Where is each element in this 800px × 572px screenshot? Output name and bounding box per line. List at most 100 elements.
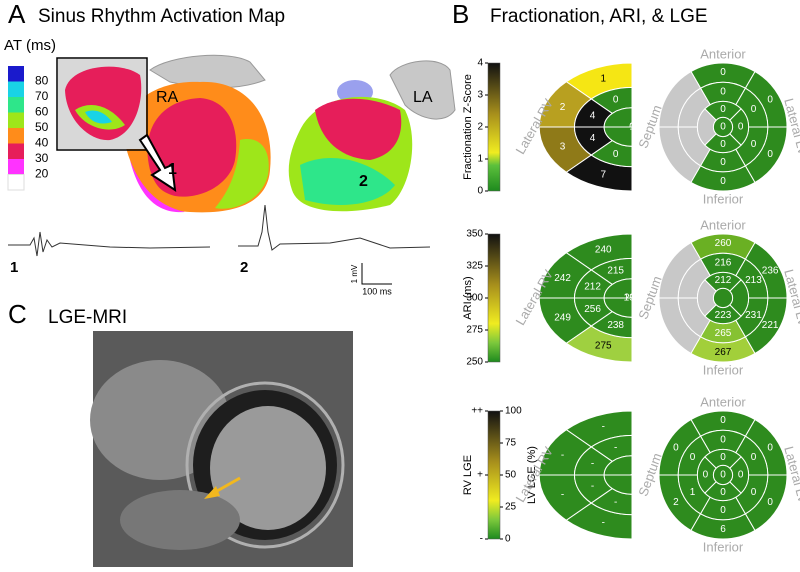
- segment-label: 212: [584, 281, 601, 292]
- legend-label: 40: [35, 136, 49, 150]
- ecg-scale: [361, 263, 392, 285]
- segment-label: 260: [715, 238, 732, 249]
- segment: [712, 116, 734, 138]
- legend-label: 70: [35, 89, 49, 103]
- heart-la: [288, 60, 456, 212]
- segment-label: 0: [720, 104, 726, 115]
- inset-heart: [58, 59, 146, 149]
- segment-label: 267: [715, 347, 732, 358]
- heart-label: LA: [413, 89, 433, 106]
- mri-arrow-head: [204, 486, 220, 499]
- segment-label: 1: [600, 74, 606, 85]
- segment-label: 215: [607, 265, 624, 276]
- ecg-scale-label: 1 mV: [350, 264, 359, 283]
- segment-label: -: [591, 481, 594, 492]
- segment-label: -: [561, 450, 564, 461]
- segment-label: 0: [720, 176, 726, 187]
- legend-swatch: [8, 159, 24, 175]
- legend-swatch: [7, 174, 25, 191]
- legend-title: AT (ms): [4, 37, 56, 54]
- segment-label: 0: [767, 94, 773, 105]
- legend-swatch: [8, 128, 24, 144]
- segment-label: 0: [720, 434, 726, 445]
- tick-label: +: [477, 470, 483, 481]
- heart-label: 1: [168, 161, 177, 178]
- tick-label: 75: [505, 438, 517, 449]
- legend-swatch: [8, 97, 24, 113]
- ecg-trace: [238, 204, 431, 251]
- segment-label: 0: [751, 487, 757, 498]
- mri-image: [90, 331, 353, 567]
- segment-label: 0: [720, 139, 726, 150]
- segment-label: 0: [767, 497, 773, 508]
- segment-label: 0: [751, 452, 757, 463]
- ecg-label: 1: [10, 259, 18, 276]
- segment-label: 0: [738, 122, 744, 133]
- segment-label: 0: [720, 487, 726, 498]
- segment: [712, 287, 734, 309]
- segment-label: 6: [720, 524, 726, 535]
- panel-letter: B: [452, 0, 469, 29]
- segment-label: -: [591, 458, 594, 469]
- segment-label: -: [630, 470, 633, 481]
- segment-label: 0: [720, 67, 726, 78]
- segment: [603, 474, 633, 495]
- tick-label: 25: [505, 502, 517, 513]
- segment-label: -: [614, 442, 617, 453]
- segment-label: 0: [673, 442, 679, 453]
- segment-label: 0: [720, 415, 726, 426]
- segment-label: -: [561, 489, 564, 500]
- scale-title: ARI (ms): [462, 276, 474, 319]
- segment-label: 1: [629, 122, 635, 133]
- segment-label: 0: [613, 94, 619, 105]
- segment-label: 2: [673, 497, 679, 508]
- legend-label: 30: [35, 151, 49, 165]
- segment: [603, 107, 633, 128]
- segment-label: 240: [595, 245, 612, 256]
- tick-label: 4: [477, 58, 483, 69]
- segment-label: 216: [715, 257, 732, 268]
- segment-label: 199: [624, 293, 641, 304]
- inset-box: [56, 57, 148, 151]
- segment-label: 3: [560, 141, 566, 152]
- tick-label: 100: [505, 406, 522, 417]
- segment-label: -: [602, 422, 605, 433]
- ecg-trace: [8, 231, 211, 257]
- segment-label: 275: [595, 341, 612, 352]
- segment-label: 0: [767, 442, 773, 453]
- color-bar: [487, 410, 501, 540]
- heart-label: RA: [156, 89, 179, 106]
- tick-label: 50: [505, 470, 517, 481]
- segment: [603, 455, 633, 476]
- segment: [603, 297, 633, 318]
- legend-swatch: [8, 143, 24, 159]
- segment-label: 4: [590, 133, 596, 144]
- segment-label: 0: [703, 470, 709, 481]
- segment-label: 231: [745, 310, 762, 321]
- orientation-label: Inferior: [703, 191, 744, 206]
- tick-label: 250: [466, 357, 483, 368]
- segment-label: -: [614, 497, 617, 508]
- segment-label: 2: [560, 102, 566, 113]
- segment-label: 0: [720, 452, 726, 463]
- orientation-label: Anterior: [700, 217, 746, 232]
- segment-label: -: [602, 518, 605, 529]
- segment-label: 249: [554, 312, 571, 323]
- orientation-label: Anterior: [700, 46, 746, 61]
- segment-label: 256: [584, 304, 601, 315]
- segment-label: 4: [590, 110, 596, 121]
- panel-title: LGE-MRI: [48, 307, 127, 328]
- tick-label: 2: [477, 122, 483, 133]
- scale-title: RV LGE: [462, 455, 474, 495]
- segment-label: 238: [607, 320, 624, 331]
- inset-arrow: [138, 133, 177, 193]
- panel-title: Sinus Rhythm Activation Map: [38, 6, 285, 27]
- segment: [603, 278, 633, 299]
- scale-title: LV LGE (%): [526, 446, 538, 504]
- tick-label: -: [480, 534, 483, 545]
- segment-label: 236: [762, 265, 779, 276]
- segment: [712, 464, 734, 486]
- segment-label: 213: [745, 275, 762, 286]
- tick-label: 350: [466, 229, 483, 240]
